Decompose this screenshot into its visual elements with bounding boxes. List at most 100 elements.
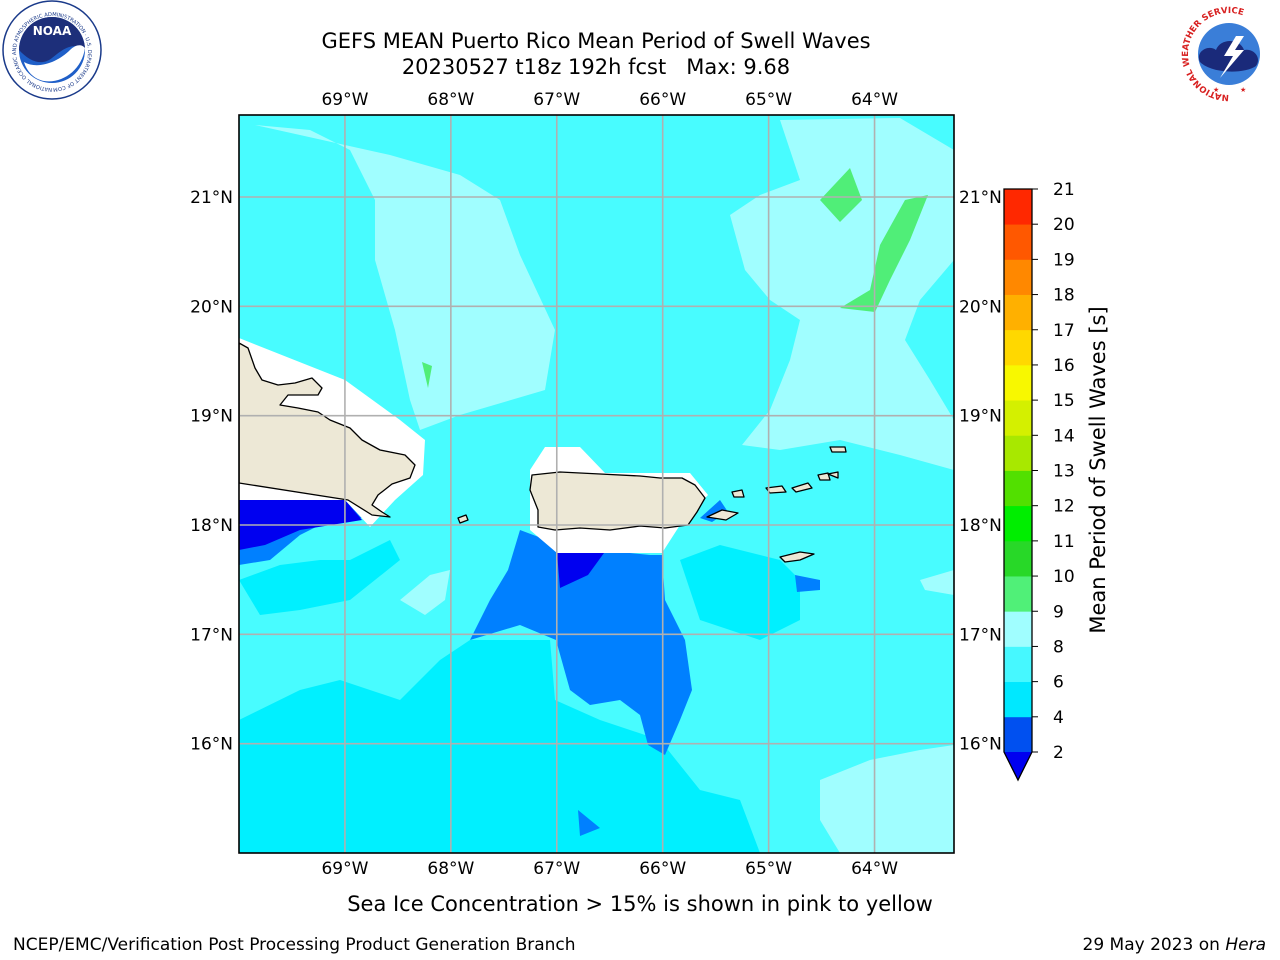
field-2-4s-region — [578, 810, 600, 836]
colorbar-tick-label: 6 — [1053, 673, 1064, 693]
field-4-6s-region — [239, 640, 760, 853]
lat-tick-label: 20°N — [959, 297, 1002, 317]
map-gridlines — [239, 115, 954, 853]
small-island-land — [731, 489, 745, 498]
colorbar-tick-label: 15 — [1053, 391, 1075, 411]
colorbar: 2 4 6 8 9 10 11 12 13 14 15 16 17 18 19 20 21 — [1003, 180, 1075, 782]
colorbar-tick-label: 11 — [1053, 532, 1075, 552]
small-island-land — [779, 551, 815, 563]
hispaniola-land — [239, 342, 416, 518]
colorbar-tick-label: 13 — [1053, 462, 1075, 482]
lon-tick-label: 65°W — [745, 859, 792, 879]
lat-tick-label: 16°N — [190, 735, 233, 755]
lon-tick-label: 68°W — [427, 859, 474, 879]
colorbar-segment — [1004, 400, 1032, 436]
lat-tick-label: 18°N — [190, 516, 233, 536]
sea-ice-note: Sea Ice Concentration > 15% is shown in … — [347, 892, 933, 916]
field-4-6s-region — [680, 545, 800, 640]
colorbar-tick-label: 2 — [1053, 743, 1064, 763]
colorbar-segment — [1004, 716, 1032, 753]
chart-title: GEFS MEAN Puerto Rico Mean Period of Swe… — [321, 29, 870, 53]
colorbar-tick-label: 4 — [1053, 708, 1064, 728]
nws-star-icon: ★ — [1240, 86, 1246, 94]
colorbar-extend-min — [1004, 752, 1032, 780]
field-9-10s-region — [422, 362, 432, 388]
colorbar-segment — [1004, 364, 1032, 401]
colorbar-segment — [1004, 189, 1032, 225]
noaa-logo: NATIONAL OCEANIC AND ATMOSPHERIC ADMINIS… — [0, 0, 102, 100]
colorbar-segment — [1004, 294, 1032, 331]
footer-left: NCEP/EMC/Verification Post Processing Pr… — [13, 935, 576, 955]
lon-tick-label: 66°W — [639, 90, 686, 110]
noaa-text: NOAA — [33, 24, 72, 38]
lat-tick-label: 19°N — [959, 407, 1002, 427]
lat-ticks-left: 21°N 20°N 19°N 18°N 17°N 16°N — [190, 188, 233, 755]
lat-tick-label: 17°N — [190, 625, 233, 645]
map-frame — [238, 114, 955, 854]
small-island-land — [457, 514, 469, 524]
colorbar-segment — [1004, 681, 1032, 718]
colorbar-segment — [1004, 505, 1032, 542]
small-island-land — [706, 509, 739, 521]
nws-star-icon: ★ — [1213, 86, 1219, 94]
lon-ticks-top: 69°W 68°W 67°W 66°W 65°W 64°W — [321, 90, 898, 110]
lat-tick-label: 21°N — [190, 188, 233, 208]
field-2-4s-region — [795, 575, 820, 592]
colorbar-segment — [1004, 646, 1032, 683]
field-below-2s-region — [557, 553, 604, 588]
lon-tick-label: 67°W — [533, 859, 580, 879]
chart-subtitle: 20230527 t18z 192h fcst Max: 9.68 — [402, 55, 790, 79]
lon-tick-label: 67°W — [533, 90, 580, 110]
colorbar-segment — [1004, 470, 1032, 507]
small-island-land — [829, 446, 847, 453]
small-island-land — [817, 472, 831, 481]
lon-tick-label: 69°W — [321, 859, 368, 879]
colorbar-segment — [1004, 576, 1032, 612]
colorbar-tick-label: 10 — [1053, 567, 1075, 587]
colorbar-outline — [1003, 188, 1033, 782]
colorbar-segment — [1004, 329, 1032, 366]
colorbar-label: Mean Period of Swell Waves [s] — [1086, 306, 1110, 633]
field-2-4s-region — [470, 530, 692, 755]
swell-period-field — [239, 115, 954, 853]
colorbar-segment — [1004, 259, 1032, 295]
colorbar-tick-label: 19 — [1053, 250, 1075, 270]
colorbar-tick-label: 17 — [1053, 321, 1075, 341]
lat-tick-label: 18°N — [959, 516, 1002, 536]
field-8-9s-region — [400, 570, 450, 615]
lat-ticks-right: 21°N 20°N 19°N 18°N 17°N 16°N — [959, 188, 1002, 755]
field-8-9s-region — [730, 118, 954, 470]
lat-tick-label: 16°N — [959, 735, 1002, 755]
colorbar-segment — [1004, 224, 1032, 260]
lat-tick-label: 20°N — [190, 297, 233, 317]
colorbar-segment — [1004, 540, 1032, 577]
colorbar-tick-label: 12 — [1053, 497, 1075, 517]
footer-host: Hera — [1225, 935, 1266, 955]
colorbar-tick-label: 20 — [1053, 215, 1075, 235]
footer-date: 29 May 2023 on — [1083, 935, 1226, 955]
colorbar-tick-label: 16 — [1053, 356, 1075, 376]
lat-tick-label: 17°N — [959, 625, 1002, 645]
small-island-land — [827, 471, 839, 479]
colorbar-tick-label: 9 — [1053, 602, 1064, 622]
lon-tick-label: 64°W — [851, 90, 898, 110]
field-8-9s-region — [820, 745, 954, 853]
field-8-9s-region — [255, 125, 555, 430]
field-9-10s-region — [840, 195, 928, 312]
lat-tick-label: 21°N — [959, 188, 1002, 208]
small-island-land — [791, 482, 813, 493]
colorbar-tick-label: 14 — [1053, 426, 1075, 446]
lat-tick-label: 19°N — [190, 407, 233, 427]
field-8-9s-region — [800, 305, 905, 352]
lon-tick-label: 68°W — [427, 90, 474, 110]
lon-tick-label: 64°W — [851, 859, 898, 879]
nws-logo: NATIONAL WEATHER SERVICE ★ ★ — [1181, 6, 1277, 102]
colorbar-segment — [1004, 611, 1032, 647]
field-8-9s-region — [920, 570, 954, 595]
lon-ticks-bottom: 69°W 68°W 67°W 66°W 65°W 64°W — [321, 859, 898, 879]
field-4-6s-region — [239, 540, 400, 615]
lon-tick-label: 65°W — [745, 90, 792, 110]
colorbar-segment — [1004, 435, 1032, 471]
